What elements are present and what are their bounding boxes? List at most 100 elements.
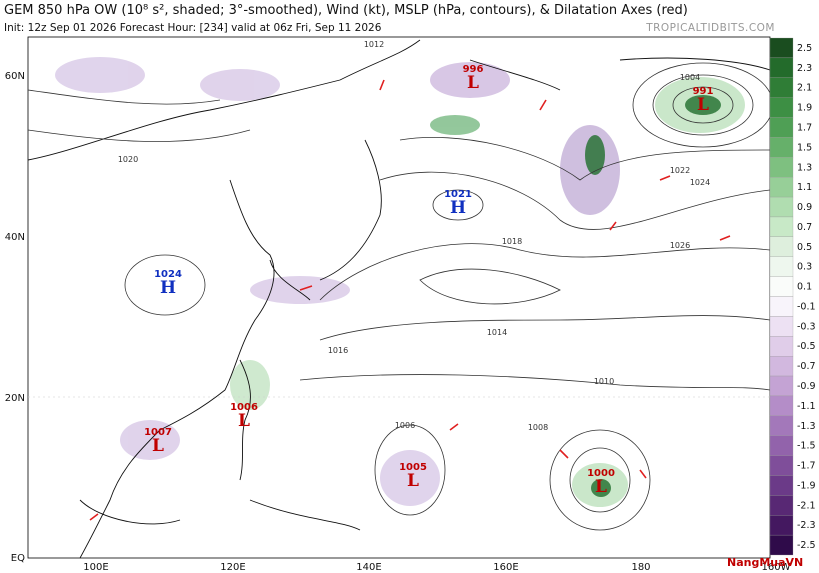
colorbar-swatch — [769, 57, 794, 78]
isobar-label: 1022 — [670, 166, 690, 175]
colorbar-label: 2.3 — [797, 63, 812, 74]
colorbar-swatch — [769, 495, 794, 516]
colorbar-swatch — [769, 415, 794, 436]
isobar-label: 1008 — [528, 423, 548, 432]
center-letter: H — [450, 198, 466, 218]
colorbar-swatch — [769, 157, 794, 178]
colorbar-label: -2.5 — [797, 540, 816, 551]
map-area — [27, 36, 774, 559]
isobar-label: 1012 — [364, 40, 384, 49]
center-value: 996 — [463, 64, 484, 75]
dilatation-axes — [89, 79, 731, 521]
colorbar-swatch — [769, 137, 794, 158]
isobar-label: 1006 — [395, 421, 415, 430]
center-value: 991 — [693, 86, 714, 97]
isobar-label: 1018 — [502, 237, 522, 246]
center-letter: L — [238, 411, 250, 431]
coastline — [27, 39, 771, 559]
colorbar-swatch — [769, 177, 794, 198]
colorbar-label: 2.5 — [797, 43, 812, 54]
lat-label: 60N — [5, 71, 25, 82]
center-value: 1005 — [399, 462, 427, 473]
colorbar-swatch — [769, 236, 794, 257]
center-letter: L — [697, 95, 709, 115]
colorbar-label: -1.1 — [797, 401, 816, 412]
strong-vortex — [591, 479, 611, 497]
lon-label: 120E — [220, 562, 245, 573]
colorbar-swatch — [769, 435, 794, 456]
isobar-label: 1004 — [680, 73, 700, 82]
colorbar-swatch — [769, 316, 794, 337]
colorbar-label: -1.3 — [797, 421, 816, 432]
center-value: 1024 — [154, 269, 182, 280]
center-value: 1006 — [230, 402, 258, 413]
colorbar-label: -1.7 — [797, 461, 816, 472]
colorbar-swatch — [769, 534, 794, 556]
colorbar-swatch — [769, 117, 794, 138]
colorbar-swatch — [769, 515, 794, 536]
colorbar-label: 0.9 — [797, 202, 812, 213]
colorbar-label: 0.5 — [797, 242, 812, 253]
colorbar-swatch — [769, 37, 794, 59]
colorbar-swatch — [769, 455, 794, 476]
colorbar-swatch — [769, 296, 794, 317]
colorbar-label: 1.9 — [797, 103, 812, 114]
colorbar-label: -0.7 — [797, 361, 816, 372]
title: GEM 850 hPa OW (10⁸ s², shaded; 3°-smoot… — [4, 3, 688, 18]
center-value: 1000 — [587, 468, 615, 479]
isobar-label: 1016 — [328, 346, 348, 355]
colorbar-label: 0.1 — [797, 282, 812, 293]
colorbar-label: 1.3 — [797, 162, 812, 173]
colorbar-label: 2.1 — [797, 83, 812, 94]
watermark: NangMuaVN — [727, 556, 803, 569]
center-letter: H — [160, 278, 176, 298]
colorbar-label: 1.5 — [797, 142, 812, 153]
colorbar-swatch — [769, 196, 794, 218]
lon-label: 160E — [493, 562, 518, 573]
subtitle: Init: 12z Sep 01 2026 Forecast Hour: [23… — [4, 22, 382, 34]
colorbar-swatch — [769, 375, 794, 397]
lon-label: 180 — [631, 562, 650, 573]
isobars — [27, 62, 774, 531]
site-credit: TROPICALTIDBITS.COM — [645, 22, 775, 34]
colorbar-swatch — [769, 276, 794, 297]
colorbar-label: 0.7 — [797, 222, 812, 233]
colorbar-swatch — [769, 475, 794, 496]
colorbar-swatch — [769, 77, 794, 98]
colorbar: 2.5 2.3 2.1 1.9 1.7 1.5 1.3 1.1 0.9 0.7 0.5 0.3 0.1 -… — [769, 37, 816, 556]
center-letter: L — [152, 436, 164, 456]
isobar-label: 1024 — [690, 178, 710, 187]
colorbar-swatch — [769, 256, 794, 277]
lon-label: 140E — [356, 562, 381, 573]
lat-label: 40N — [5, 232, 25, 243]
colorbar-label: -0.1 — [797, 301, 816, 312]
colorbar-label: -1.9 — [797, 480, 816, 491]
isobar-label: 1026 — [670, 241, 690, 250]
lat-label: 20N — [5, 393, 25, 404]
isobar-label: 1014 — [487, 328, 507, 337]
colorbar-label: -0.3 — [797, 321, 816, 332]
colorbar-swatch — [769, 336, 794, 357]
center-value: 1021 — [444, 189, 472, 200]
center-letter: L — [595, 477, 607, 497]
colorbar-label: -2.1 — [797, 500, 816, 511]
center-letter: L — [467, 73, 479, 93]
isobar-label: 1020 — [118, 155, 138, 164]
lat-label: EQ — [11, 553, 25, 564]
colorbar-swatch — [769, 216, 794, 237]
colorbar-swatch — [769, 97, 794, 118]
lon-label: 100E — [83, 562, 108, 573]
strong-vortex — [685, 95, 721, 115]
colorbar-label: 1.1 — [797, 182, 812, 193]
colorbar-label: -0.9 — [797, 381, 816, 392]
colorbar-label: -1.5 — [797, 441, 816, 452]
strong-vortex — [585, 135, 605, 175]
lon-label: 160W — [762, 562, 791, 573]
colorbar-swatch — [769, 395, 794, 416]
center-letter: L — [407, 471, 419, 491]
colorbar-label: 0.3 — [797, 262, 812, 273]
center-value: 1007 — [144, 427, 172, 438]
colorbar-label: -0.5 — [797, 341, 816, 352]
